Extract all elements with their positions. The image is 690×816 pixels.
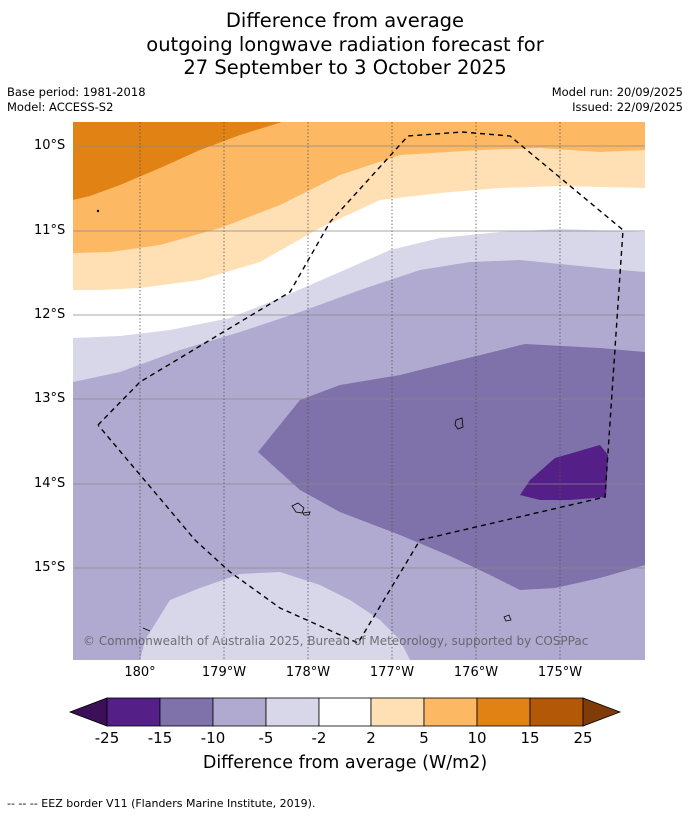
cb-extend-high	[582, 697, 622, 727]
cb-seg-p2-5	[370, 697, 425, 727]
lat-label: 13°S	[34, 391, 66, 406]
lat-label: 11°S	[34, 223, 66, 238]
cb-seg-m10-m5	[212, 697, 267, 727]
fill-p5-10	[73, 122, 645, 253]
island-upolu	[454, 417, 464, 430]
cb-extend-low	[68, 697, 108, 727]
eez-legend: -- -- -- EEZ border V11 (Flanders Marine…	[7, 797, 316, 810]
lat-label: 14°S	[34, 476, 66, 491]
islands	[96, 209, 512, 632]
cb-seg-m5-m2	[265, 697, 320, 727]
cb-seg-p15-25	[529, 697, 584, 727]
island-small-2	[503, 614, 512, 622]
fill-m25-m15	[520, 445, 608, 500]
model-name: Model: ACCESS-S2	[7, 100, 114, 114]
eez-border	[97, 131, 624, 644]
lon-label: 178°W	[285, 665, 331, 680]
lat-label: 10°S	[34, 138, 66, 153]
colorbar-tick: 10	[467, 729, 487, 747]
title-line-2: outgoing longwave radiation forecast for	[146, 33, 544, 56]
colorbar-tick: -2	[311, 729, 327, 747]
cb-seg-p5-10	[423, 697, 478, 727]
lon-label: 176°W	[453, 665, 499, 680]
fill-p10-15	[73, 122, 282, 200]
lat-label: 15°S	[34, 560, 66, 575]
island-small-3	[142, 627, 151, 632]
colorbar-tick: -15	[147, 729, 173, 747]
lon-label: 175°W	[537, 665, 583, 680]
island-dot	[96, 209, 100, 213]
island-small-1	[302, 511, 311, 516]
lon-label: 180°	[124, 665, 156, 680]
model-run: Model run: 20/09/2025	[551, 85, 683, 99]
colorbar-tick: -10	[200, 729, 226, 747]
island-niuafoou	[291, 502, 305, 514]
title-line-3: 27 September to 3 October 2025	[183, 56, 507, 79]
cb-seg-m15-m10	[159, 697, 214, 727]
lon-label: 177°W	[369, 665, 415, 680]
colorbar-tick: 5	[419, 729, 429, 747]
gridlines	[73, 145, 645, 569]
colorbar-tick: 25	[573, 729, 593, 747]
base-period: Base period: 1981-2018	[7, 85, 146, 99]
cb-seg-m25-m15	[106, 697, 161, 727]
meridians	[139, 122, 561, 660]
colorbar-tick: 15	[520, 729, 540, 747]
title-line-1: Difference from average	[225, 9, 465, 32]
cb-seg-p10-15	[476, 697, 531, 727]
lat-label: 12°S	[34, 307, 66, 322]
fill-m15-m10	[258, 344, 645, 590]
fill-m5-m2-south	[140, 572, 410, 660]
contour-layer	[73, 122, 645, 660]
colorbar-tick: 2	[366, 729, 376, 747]
colorbar-title: Difference from average (W/m2)	[202, 753, 488, 773]
colorbar-tick: -25	[94, 729, 120, 747]
colorbar	[68, 697, 622, 727]
issued-date: Issued: 22/09/2025	[572, 100, 683, 114]
lon-label: 179°W	[201, 665, 247, 680]
colorbar-tick: -5	[258, 729, 274, 747]
cb-seg-m2-2	[318, 697, 372, 727]
copyright: © Commonwealth of Australia 2025, Bureau…	[83, 634, 588, 648]
